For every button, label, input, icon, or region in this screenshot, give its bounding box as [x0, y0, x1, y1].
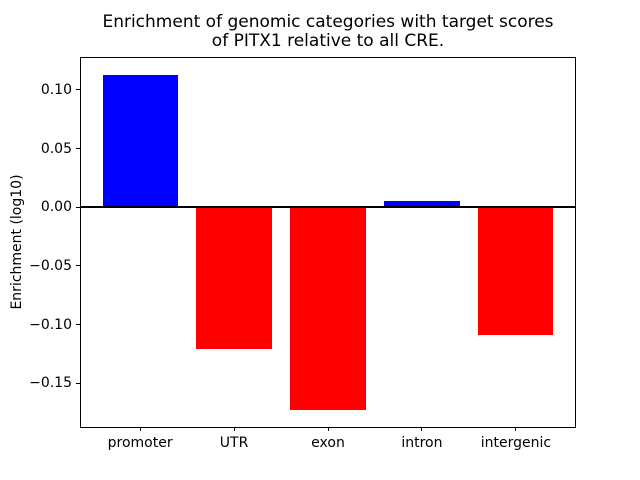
y-tick-label: −0.05	[29, 257, 72, 274]
y-tick-mark	[76, 89, 80, 91]
y-tick-mark	[76, 324, 80, 326]
y-tick-label: 0.10	[40, 81, 72, 98]
y-tick-mark	[76, 206, 80, 208]
bar-exon	[290, 207, 366, 411]
bar-promoter	[102, 74, 178, 208]
chart-title-line1: Enrichment of genomic categories with ta…	[102, 12, 554, 32]
x-tick-label-intron: intron	[401, 435, 443, 452]
y-tick-label: −0.10	[29, 316, 72, 333]
x-tick-mark	[421, 427, 423, 432]
x-tick-mark	[233, 427, 235, 432]
x-tick-label-intergenic: intergenic	[480, 435, 552, 452]
y-tick-mark	[76, 148, 80, 150]
chart-title: Enrichment of genomic categories with ta…	[80, 13, 576, 51]
y-tick-label: 0.00	[40, 199, 72, 216]
x-tick-label-exon: exon	[311, 435, 345, 452]
zero-line	[80, 206, 576, 209]
y-tick-mark	[76, 382, 80, 384]
x-tick-label-promoter: promoter	[107, 435, 173, 452]
y-axis-label: Enrichment (log10)	[9, 174, 25, 310]
y-tick-label: −0.15	[29, 375, 72, 392]
bar-UTR	[196, 207, 272, 350]
x-tick-mark	[515, 427, 517, 432]
y-tick-label: 0.05	[40, 140, 72, 157]
x-tick-mark	[327, 427, 329, 432]
chart-title-line2: of PITX1 relative to all CRE.	[211, 31, 445, 51]
bar-intron	[384, 201, 460, 208]
x-tick-label-UTR: UTR	[219, 435, 249, 452]
x-tick-mark	[139, 427, 141, 432]
bar-intergenic	[478, 207, 554, 336]
y-tick-mark	[76, 265, 80, 267]
